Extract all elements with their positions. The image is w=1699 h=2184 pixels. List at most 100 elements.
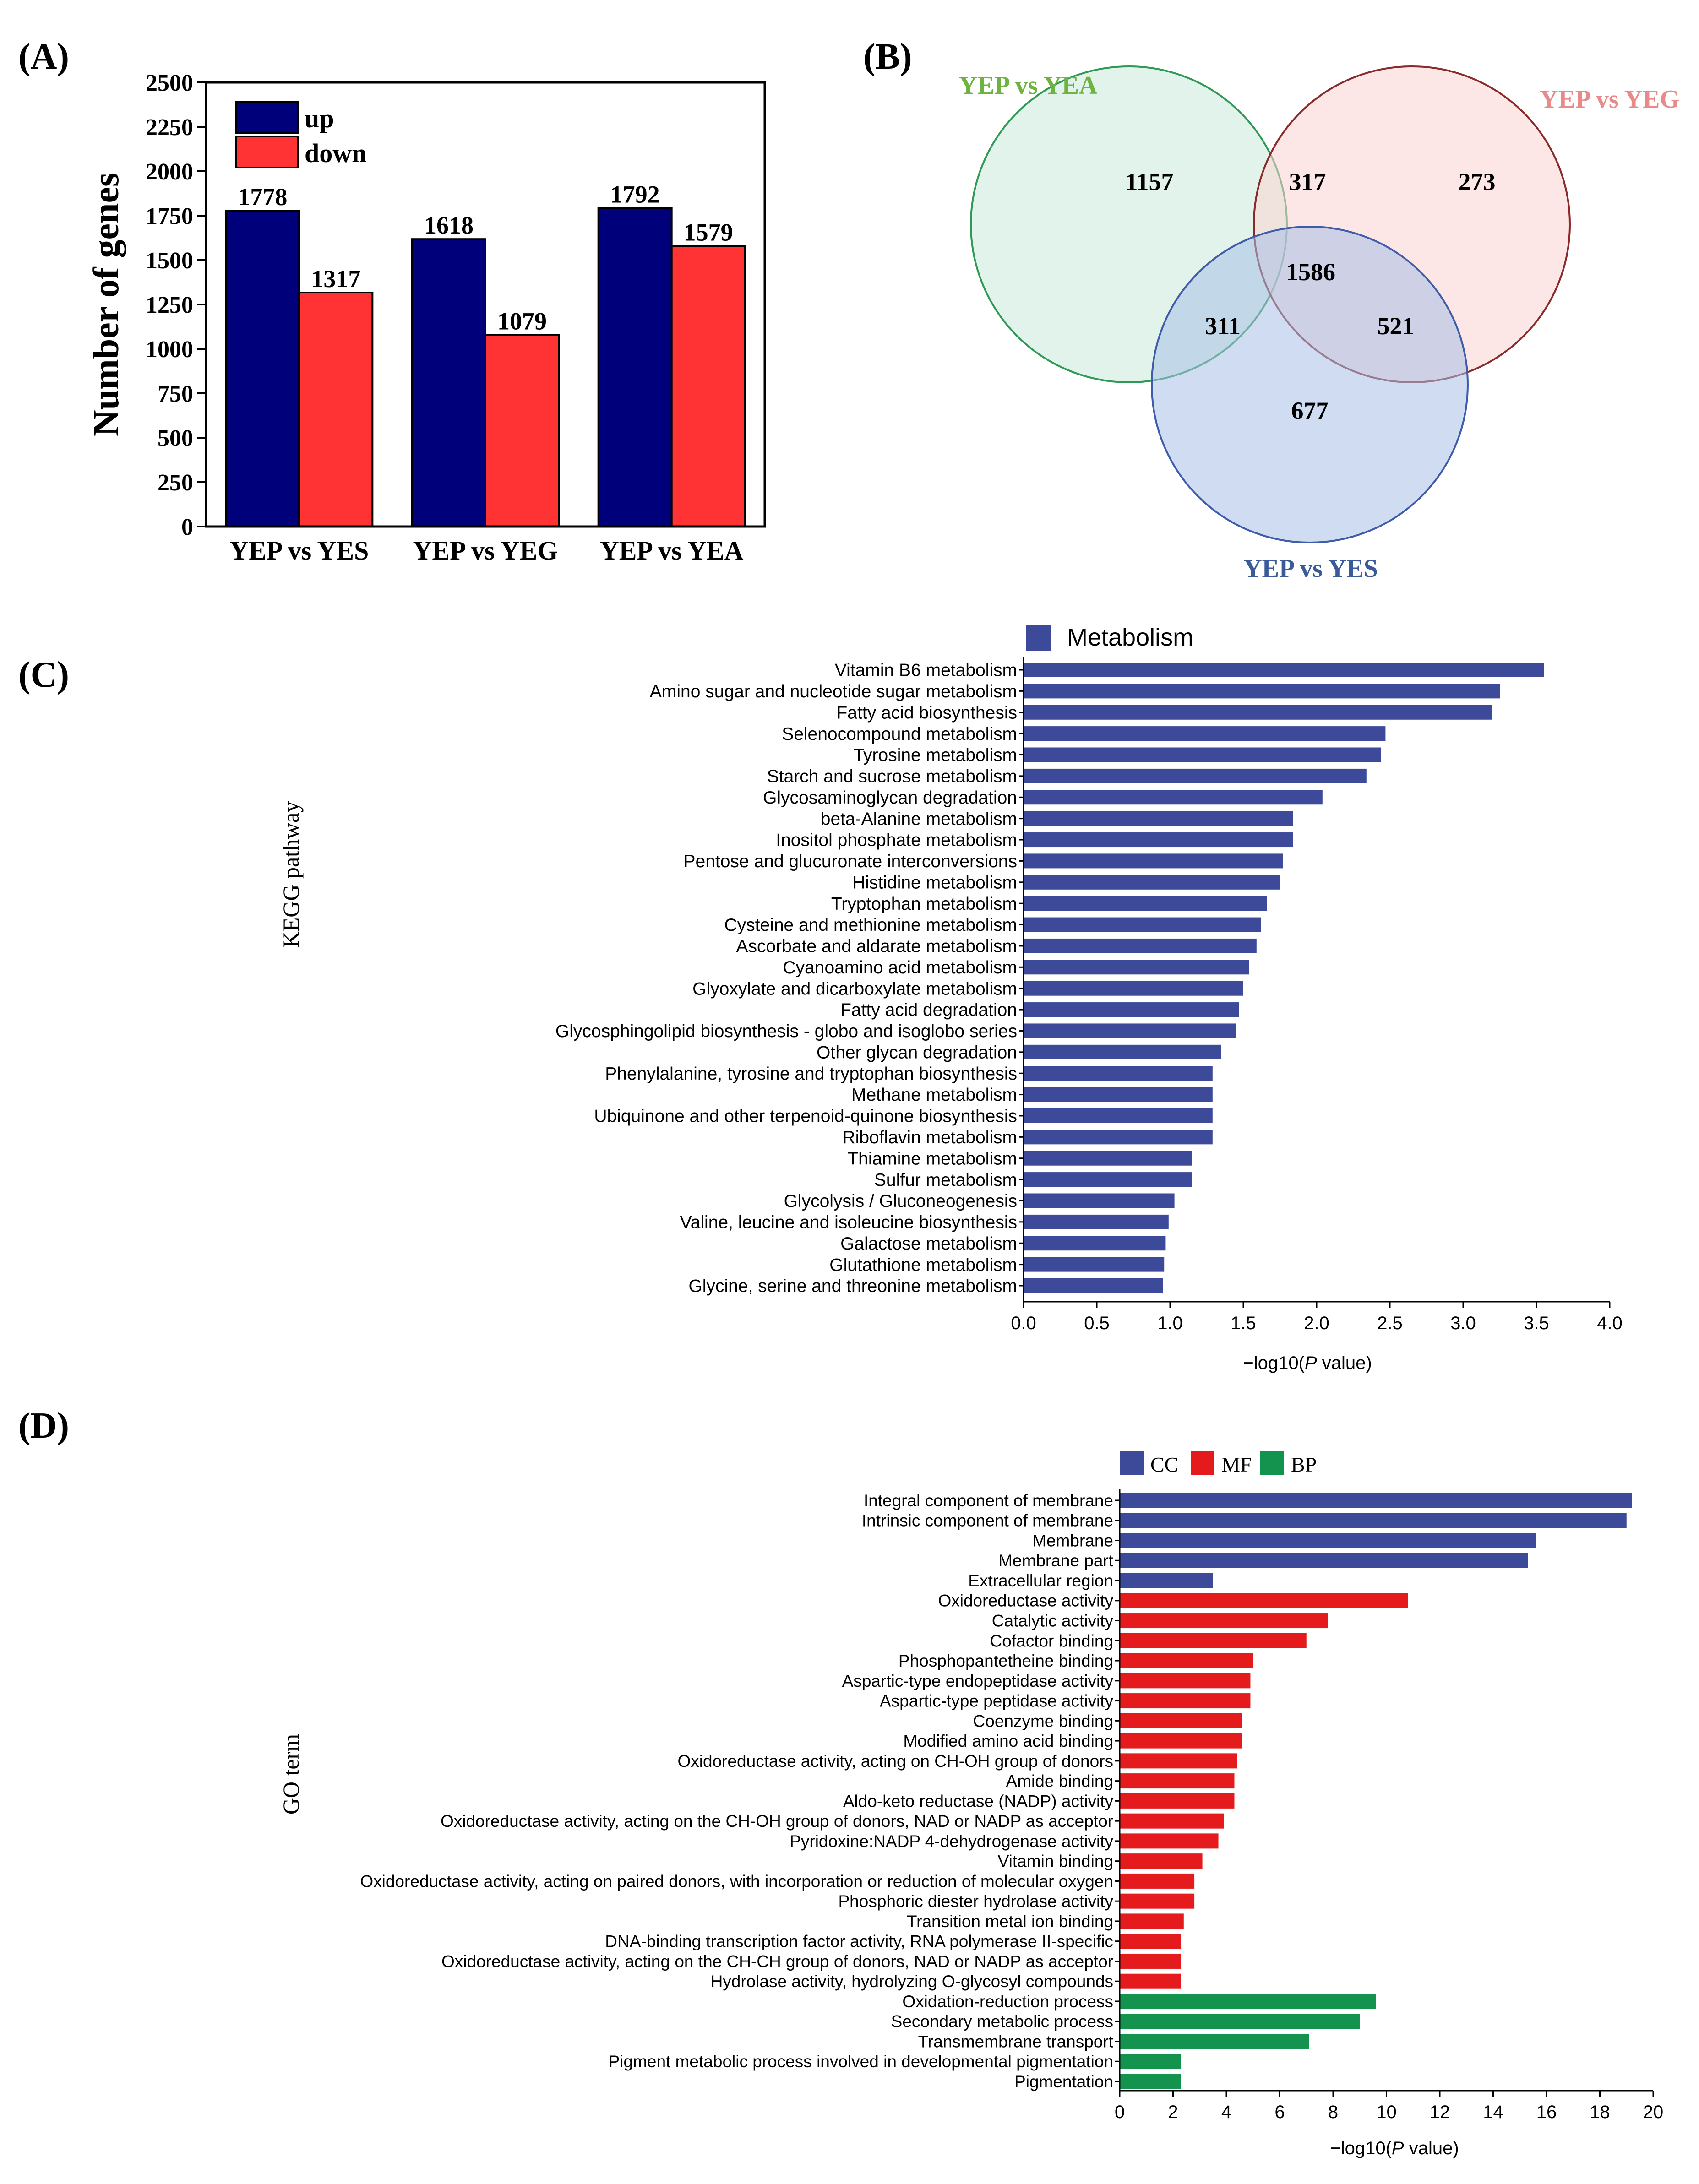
venn-count-yes-only: 677 bbox=[1291, 397, 1329, 424]
legend-label-up: up bbox=[305, 103, 334, 133]
y-tick-label: Secondary metabolic process bbox=[891, 2012, 1113, 2031]
bar-value-label: 1579 bbox=[684, 218, 733, 246]
y-tick-label: Oxidoreductase activity, acting on CH-OH… bbox=[678, 1752, 1114, 1771]
bar bbox=[1120, 1733, 1242, 1749]
legend-swatch-metabolism bbox=[1026, 625, 1051, 651]
bar bbox=[1120, 1994, 1376, 2009]
venn-count-yea-yeg: 317 bbox=[1289, 168, 1326, 196]
bar bbox=[1024, 853, 1283, 869]
legend-label-down: down bbox=[305, 138, 366, 168]
y-tick-label: Membrane bbox=[1032, 1531, 1113, 1550]
x-tick-label: YEP vs YES bbox=[229, 536, 369, 565]
bar bbox=[1024, 875, 1280, 890]
y-tick-label: Catalytic activity bbox=[992, 1612, 1114, 1630]
y-tick-label: Transition metal ion binding bbox=[907, 1912, 1113, 1931]
y-tick-label: Coenzyme binding bbox=[973, 1711, 1113, 1730]
bar bbox=[1024, 790, 1323, 805]
bar bbox=[1120, 1593, 1408, 1608]
y-tick-label: 2000 bbox=[146, 159, 193, 185]
panel-a-y-axis-label: Number of genes bbox=[86, 173, 126, 436]
y-tick-label: Pigmentation bbox=[1014, 2072, 1113, 2091]
bar bbox=[1024, 1214, 1169, 1229]
y-tick-label: 1250 bbox=[146, 292, 193, 318]
bar bbox=[1120, 1893, 1195, 1909]
y-tick-label: 250 bbox=[158, 470, 193, 496]
y-tick-label: Membrane part bbox=[998, 1551, 1114, 1570]
bar bbox=[1120, 2033, 1309, 2049]
y-tick-label: Cofactor binding bbox=[990, 1631, 1113, 1650]
panel-c-y-axis-label: KEGG pathway bbox=[278, 801, 304, 948]
x-tick-label: 0.5 bbox=[1084, 1313, 1110, 1333]
x-axis-label-prefix: −log10( bbox=[1330, 2138, 1392, 2158]
x-tick-label: YEP vs YEG bbox=[413, 536, 558, 565]
x-tick-label: 20 bbox=[1643, 2102, 1664, 2122]
bar bbox=[1120, 1833, 1219, 1849]
x-tick-label: 14 bbox=[1483, 2102, 1503, 2122]
bar bbox=[1120, 1813, 1224, 1829]
legend-swatch-bp bbox=[1260, 1451, 1284, 1475]
x-tick-label: 3.5 bbox=[1524, 1313, 1549, 1333]
bar-down-1 bbox=[298, 292, 374, 528]
y-tick-label: Amino sugar and nucleotide sugar metabol… bbox=[650, 682, 1017, 701]
y-tick-label: Pentose and glucuronate interconversions bbox=[684, 852, 1017, 871]
y-tick-label: Modified amino acid binding bbox=[903, 1732, 1113, 1750]
x-tick-label: 2.5 bbox=[1377, 1313, 1403, 1333]
bar bbox=[1024, 726, 1386, 741]
x-tick-label: YEP vs YEA bbox=[600, 536, 744, 565]
bar bbox=[1120, 1573, 1213, 1588]
bar-value-label: 1317 bbox=[311, 265, 360, 293]
panel-label-d: (D) bbox=[18, 1406, 69, 1446]
y-tick-label: 1750 bbox=[146, 203, 193, 229]
legend-label-bp: BP bbox=[1291, 1453, 1317, 1476]
x-tick-label: 0 bbox=[1115, 2102, 1125, 2122]
y-tick-label: Aspartic-type endopeptidase activity bbox=[842, 1672, 1114, 1690]
y-tick-label: Phosphopantetheine binding bbox=[899, 1652, 1113, 1670]
bar bbox=[1024, 1193, 1175, 1208]
bar bbox=[1024, 1044, 1221, 1059]
legend-swatch-down bbox=[235, 136, 299, 168]
y-tick-label: Tryptophan metabolism bbox=[831, 894, 1017, 914]
bar bbox=[1024, 917, 1261, 932]
x-tick-label: 18 bbox=[1590, 2102, 1610, 2122]
y-tick-label: Histidine metabolism bbox=[852, 873, 1017, 892]
y-tick-label: Oxidoreductase activity, acting on paire… bbox=[360, 1872, 1113, 1891]
panel-label-a: (A) bbox=[18, 37, 69, 77]
y-tick-label: Oxidation-reduction process bbox=[902, 1992, 1113, 2011]
bar bbox=[1024, 1151, 1192, 1166]
y-tick-label: Integral component of membrane bbox=[864, 1491, 1113, 1510]
x-axis-label-prefix: −log10( bbox=[1243, 1353, 1305, 1373]
panel-label-b: (B) bbox=[863, 37, 912, 77]
y-tick-label: Other glycan degradation bbox=[817, 1043, 1017, 1062]
y-tick-label: Thiamine metabolism bbox=[847, 1149, 1017, 1168]
bar bbox=[1120, 1553, 1528, 1568]
panel-d-go-bar-chart: CC MF BP GO term Integral component of m… bbox=[278, 1451, 1663, 2158]
bar bbox=[1024, 705, 1492, 720]
bar-up-1 bbox=[225, 210, 300, 527]
bar-down-2 bbox=[485, 334, 560, 528]
y-tick-label: DNA-binding transcription factor activit… bbox=[605, 1932, 1113, 1951]
y-tick-label: Intrinsic component of membrane bbox=[862, 1511, 1113, 1530]
venn-set-label-yeg: YEP vs YEG bbox=[1540, 85, 1680, 114]
x-tick-label: 1.5 bbox=[1231, 1313, 1256, 1333]
bar bbox=[1024, 768, 1367, 783]
y-tick-label: Cyanoamino acid metabolism bbox=[783, 958, 1017, 978]
y-tick-label: Oxidoreductase activity bbox=[938, 1592, 1113, 1610]
legend-label-cc: CC bbox=[1150, 1453, 1178, 1476]
panel-a-bar-chart: 1778 1317 1618 1079 1792 1579 YEP vs YES YEP v… bbox=[86, 70, 766, 565]
bar bbox=[1024, 981, 1243, 996]
y-tick-label: Phosphoric diester hydrolase activity bbox=[838, 1892, 1113, 1911]
y-tick-label: Inositol phosphate metabolism bbox=[776, 831, 1017, 850]
bar bbox=[1024, 1023, 1236, 1038]
x-tick-label: 16 bbox=[1536, 2102, 1557, 2122]
bar bbox=[1120, 1513, 1627, 1528]
panel-b-venn-diagram: YEP vs YEA YEP vs YEG YEP vs YES 1157 31… bbox=[959, 65, 1680, 583]
bar-value-label: 1079 bbox=[497, 307, 547, 335]
x-tick-label: 0.0 bbox=[1011, 1313, 1036, 1333]
bar bbox=[1120, 1533, 1536, 1548]
x-tick-label: 4.0 bbox=[1597, 1313, 1623, 1333]
bar bbox=[1024, 1108, 1213, 1123]
panel-d-legend: CC MF BP bbox=[1120, 1451, 1317, 1476]
y-tick-label: Galactose metabolism bbox=[840, 1234, 1017, 1254]
